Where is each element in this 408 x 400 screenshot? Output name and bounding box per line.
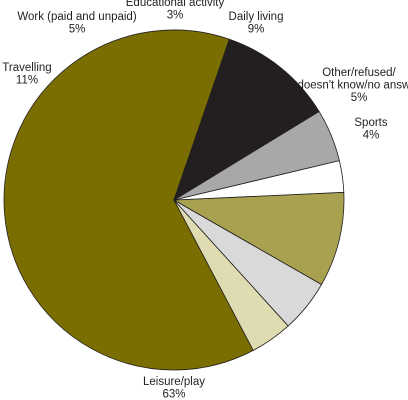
slice-label-daily-living: Daily living 9% xyxy=(229,11,284,36)
slice-label-educational-activity: Educational activity 3% xyxy=(126,0,225,22)
slice-label-sports: Sports 4% xyxy=(354,117,387,142)
slice-travelling xyxy=(173,38,320,201)
slice-label-leisure-play: Leisure/play 63% xyxy=(143,376,205,400)
slice-daily-living xyxy=(172,191,345,286)
slice-label-travelling: Travelling 11% xyxy=(2,62,51,87)
slice-label-work-paid-and-unpaid: Work (paid and unpaid) 5% xyxy=(17,11,136,36)
slice-leisure-play xyxy=(3,29,254,371)
slice-label-other-refused-doesn-t-know-no-answer: Other/refused/doesn't know/no answer5% xyxy=(297,67,408,104)
pie-slices xyxy=(3,29,345,371)
